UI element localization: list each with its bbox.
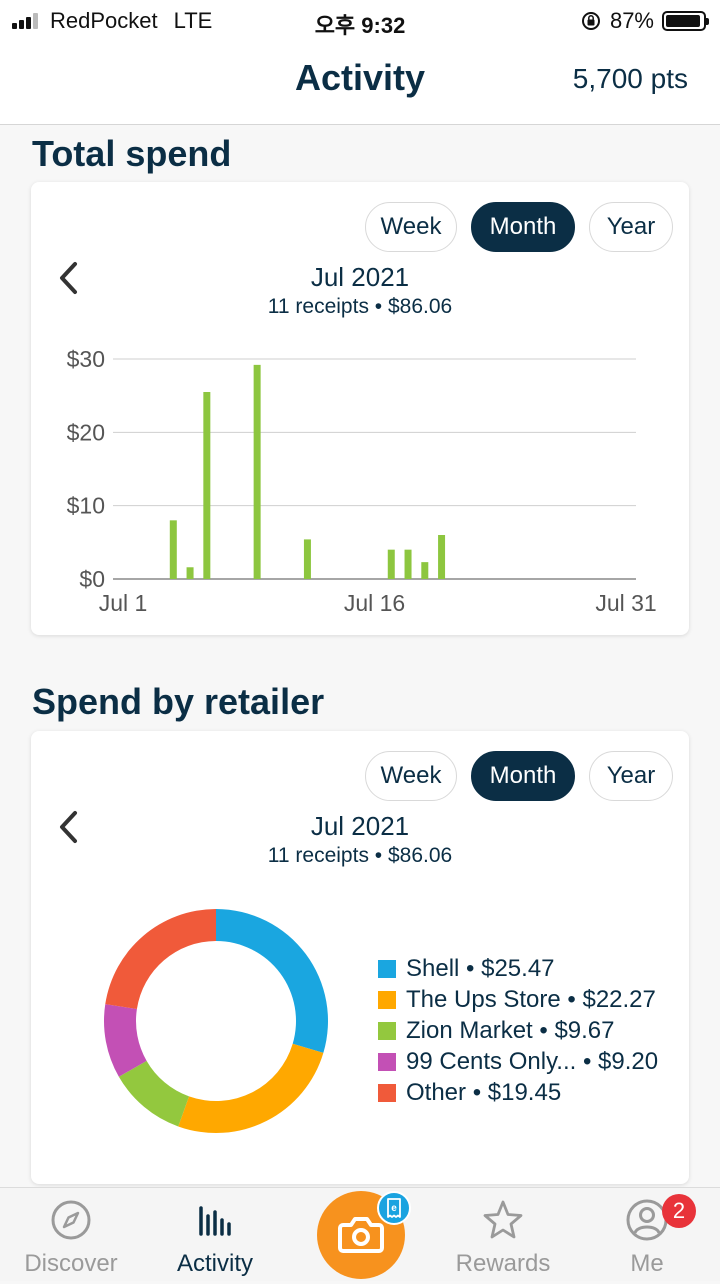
bar (303, 539, 311, 579)
notification-badge: 2 (662, 1194, 696, 1228)
legend-label: The Ups Store • $22.27 (406, 985, 656, 1013)
tab-discover[interactable]: Discover (1, 1188, 141, 1281)
e-receipt-badge: e (377, 1191, 411, 1225)
total-spend-card: $0 $10 $20 $30 Jul 1 Jul 16 Jul 31 Week Month … (31, 182, 689, 635)
legend-item: 99 Cents Only... • $9.20 (378, 1046, 658, 1077)
tab-rewards[interactable]: Rewards (433, 1188, 573, 1281)
bar (169, 520, 177, 579)
bar (203, 392, 211, 579)
legend-label: 99 Cents Only... • $9.20 (406, 1047, 659, 1075)
orientation-lock-icon (581, 12, 600, 30)
donut-slice (178, 1043, 324, 1133)
y-tick-label: $20 (67, 419, 105, 445)
legend-swatch (378, 1083, 396, 1102)
previous-period-button[interactable] (53, 807, 83, 847)
chevron-left-icon (60, 811, 77, 843)
status-bar: RedPocket LTE 오후 9:32 87% (0, 0, 720, 40)
bar (387, 549, 395, 579)
x-tick-label: Jul 1 (99, 590, 148, 616)
receipt-summary: 11 receipts • $86.06 (267, 295, 453, 318)
legend-item: Other • $19.45 (378, 1077, 658, 1108)
network-label: LTE (173, 8, 213, 33)
bar (404, 549, 412, 579)
y-tick-label: $30 (67, 346, 105, 372)
y-tick-label: $0 (79, 566, 105, 592)
week-toggle[interactable]: Week (365, 202, 457, 252)
bar (186, 567, 194, 579)
spend-by-retailer-card: Week Month Year Jul 2021 11 receipts • $… (31, 731, 689, 1184)
year-toggle[interactable]: Year (589, 202, 673, 252)
legend-label: Zion Market • $9.67 (406, 1016, 615, 1044)
legend-label: Shell • $25.47 (406, 954, 555, 982)
tab-me[interactable]: Me (577, 1188, 717, 1281)
retailer-donut-chart (101, 906, 331, 1136)
battery-percent: 87% (609, 8, 654, 33)
clock: 오후 9:32 (314, 13, 406, 38)
legend-swatch (378, 959, 396, 978)
chevron-left-icon (60, 262, 77, 294)
tab-label: Rewards (455, 1250, 551, 1277)
tab-label: Discover (24, 1250, 118, 1277)
total-spend-title: Total spend (32, 133, 232, 174)
tab-label: Activity (176, 1250, 253, 1277)
legend-swatch (378, 1021, 396, 1040)
page-title: Activity (294, 57, 426, 98)
previous-period-button[interactable] (53, 258, 83, 298)
donut-slice (118, 1060, 190, 1127)
receipt-summary: 11 receipts • $86.06 (267, 844, 453, 867)
tab-activity[interactable]: Activity (145, 1188, 285, 1281)
y-tick-label: $10 (67, 493, 105, 519)
legend-swatch (378, 1052, 396, 1071)
legend-item: Zion Market • $9.67 (378, 1015, 658, 1046)
e-receipt-icon: e (387, 1198, 401, 1218)
spend-by-retailer-title: Spend by retailer (32, 681, 325, 722)
battery-icon (662, 11, 709, 31)
status-right: 87% (580, 8, 709, 34)
carrier-label: RedPocket (50, 8, 158, 33)
camera-icon (338, 1217, 384, 1253)
total-spend-period-toggle: Week Month Year (365, 202, 673, 252)
bar-chart-icon (199, 1206, 231, 1236)
svg-text:e: e (391, 1203, 397, 1214)
tab-label: Me (630, 1250, 664, 1277)
signal-icon (12, 13, 38, 29)
retailer-legend: Shell • $25.47 The Ups Store • $22.27 Zi… (378, 953, 658, 1108)
donut-slice (105, 909, 216, 1009)
status-left: RedPocket LTE (12, 8, 212, 34)
retailer-period-toggle: Week Month Year (365, 751, 673, 801)
legend-swatch (378, 990, 396, 1009)
legend-item: The Ups Store • $22.27 (378, 984, 658, 1015)
period-label: Jul 2021 (310, 262, 410, 292)
donut-slice (216, 909, 328, 1053)
x-tick-label: Jul 31 (595, 590, 656, 616)
period-label: Jul 2021 (310, 811, 410, 841)
bar (253, 364, 261, 579)
legend-item: Shell • $25.47 (378, 953, 658, 984)
total-spend-chart: $0 $10 $20 $30 Jul 1 Jul 16 Jul 31 (67, 346, 657, 616)
star-icon (483, 1200, 523, 1239)
month-toggle[interactable]: Month (471, 751, 575, 801)
bar (438, 535, 446, 579)
month-toggle[interactable]: Month (471, 202, 575, 252)
compass-icon (51, 1200, 91, 1240)
legend-label: Other • $19.45 (406, 1078, 562, 1106)
week-toggle[interactable]: Week (365, 751, 457, 801)
app-header: Activity 5,700 pts (0, 40, 720, 125)
year-toggle[interactable]: Year (589, 751, 673, 801)
bar (421, 562, 429, 579)
donut-slice (104, 1004, 147, 1077)
points-balance[interactable]: 5,700 pts (572, 63, 688, 94)
x-tick-label: Jul 16 (344, 590, 405, 616)
